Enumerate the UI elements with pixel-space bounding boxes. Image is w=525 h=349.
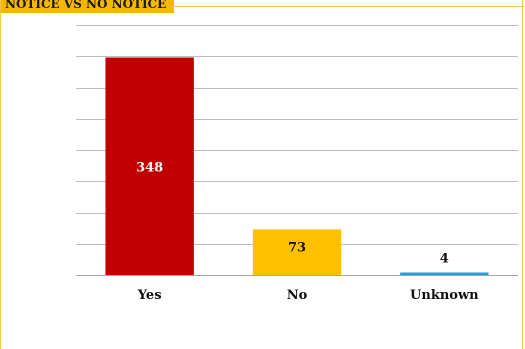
bar-yes bbox=[105, 57, 194, 275]
data-label-no: 73 bbox=[288, 240, 306, 255]
bar-no bbox=[252, 229, 342, 275]
data-label-yes: 348 bbox=[136, 160, 163, 175]
category-label-yes: Yes bbox=[137, 288, 162, 303]
data-label-unknown: 4 bbox=[440, 252, 449, 267]
category-label-unknown: Unknown bbox=[410, 288, 479, 303]
category-label-no: No bbox=[287, 288, 308, 303]
bar-unknown bbox=[400, 272, 489, 275]
chart-title: NOTICE VS NO NOTICE bbox=[1, 0, 175, 13]
title-divider bbox=[171, 6, 524, 7]
